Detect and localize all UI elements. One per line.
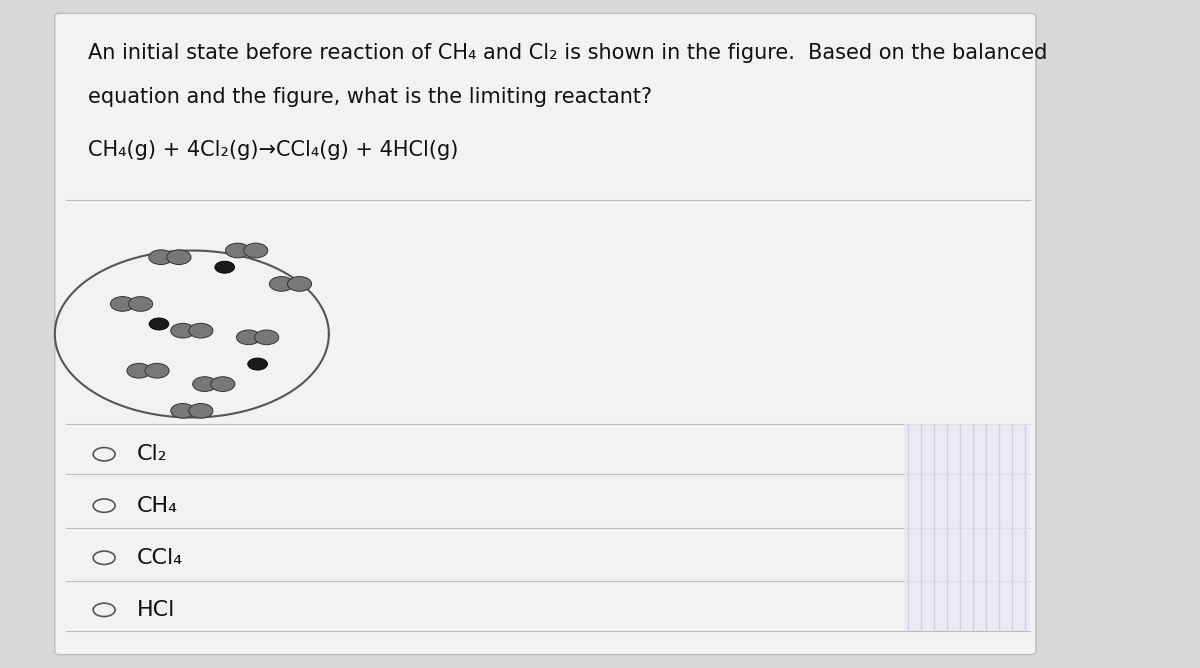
Circle shape bbox=[128, 297, 152, 311]
Circle shape bbox=[188, 323, 212, 338]
Text: CH₄(g) + 4Cl₂(g)→CCl₄(g) + 4HCl(g): CH₄(g) + 4Cl₂(g)→CCl₄(g) + 4HCl(g) bbox=[88, 140, 458, 160]
Circle shape bbox=[247, 358, 268, 370]
Circle shape bbox=[215, 261, 234, 273]
Circle shape bbox=[149, 250, 173, 265]
Circle shape bbox=[288, 277, 312, 291]
Bar bbox=[905, 424, 1031, 631]
Text: Cl₂: Cl₂ bbox=[137, 444, 168, 464]
Circle shape bbox=[254, 330, 278, 345]
Text: HCl: HCl bbox=[137, 600, 175, 620]
Circle shape bbox=[145, 363, 169, 378]
Circle shape bbox=[244, 243, 268, 258]
Text: CCl₄: CCl₄ bbox=[137, 548, 184, 568]
Circle shape bbox=[110, 297, 134, 311]
Circle shape bbox=[226, 243, 250, 258]
Circle shape bbox=[236, 330, 260, 345]
Text: CH₄: CH₄ bbox=[137, 496, 178, 516]
Circle shape bbox=[127, 363, 151, 378]
Circle shape bbox=[149, 318, 169, 330]
Circle shape bbox=[269, 277, 294, 291]
Circle shape bbox=[170, 403, 194, 418]
Circle shape bbox=[193, 377, 217, 391]
Circle shape bbox=[211, 377, 235, 391]
Circle shape bbox=[188, 403, 212, 418]
Circle shape bbox=[170, 323, 194, 338]
Text: An initial state before reaction of CH₄ and Cl₂ is shown in the figure.  Based o: An initial state before reaction of CH₄ … bbox=[88, 43, 1048, 63]
FancyBboxPatch shape bbox=[55, 13, 1036, 655]
Circle shape bbox=[167, 250, 191, 265]
Text: equation and the figure, what is the limiting reactant?: equation and the figure, what is the lim… bbox=[88, 87, 652, 107]
